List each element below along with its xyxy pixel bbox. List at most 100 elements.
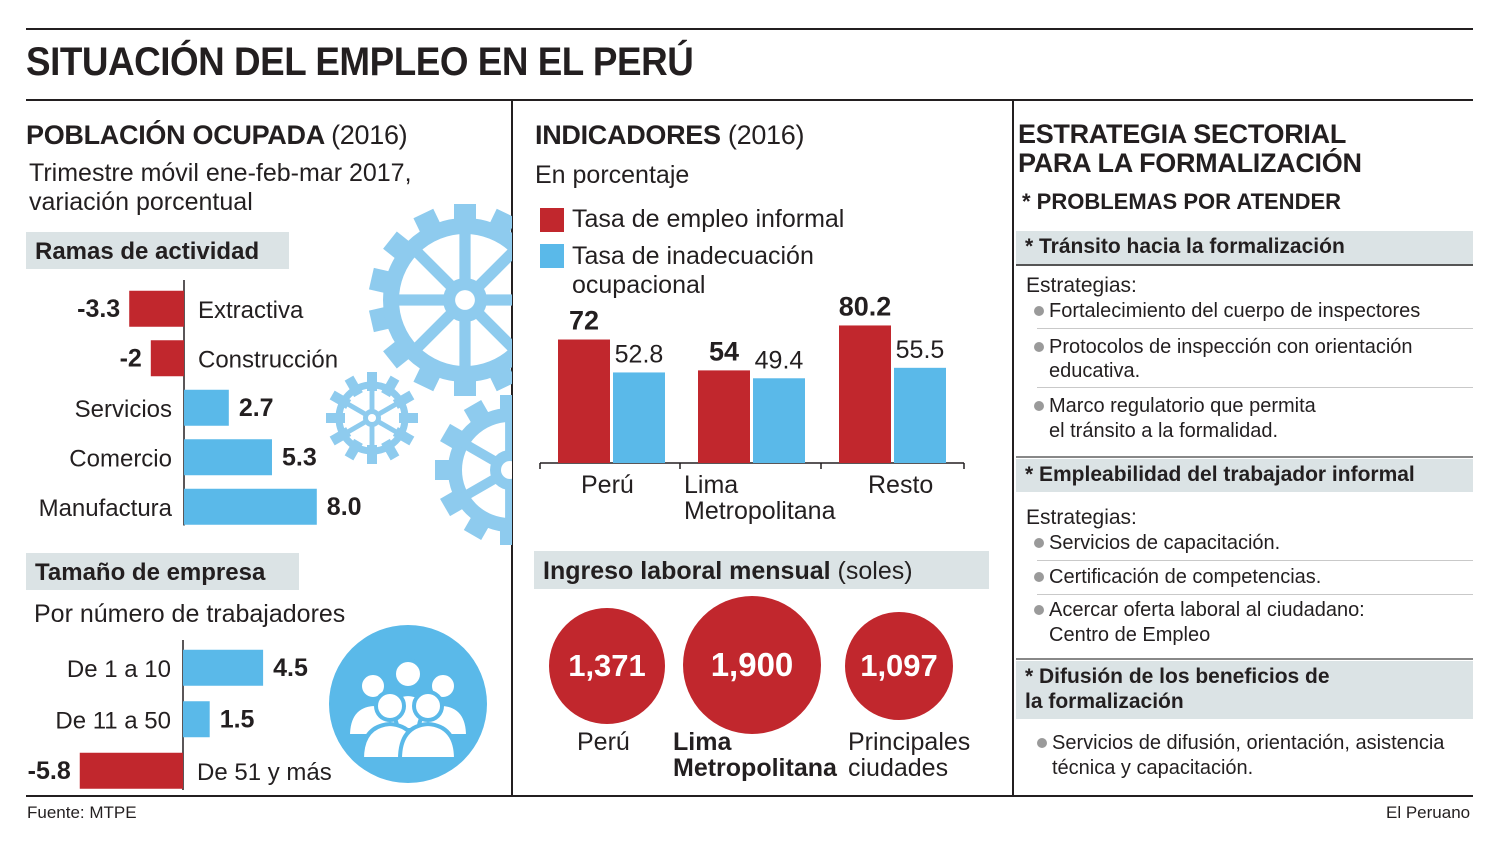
indicadores-chart: 72 54 80.2 52.8 49.4 55.5 [539, 291, 965, 469]
poblacion-subtitle-1: Trimestre móvil ene-feb-mar 2017, [29, 159, 412, 187]
value-label: 2.7 [239, 394, 274, 422]
bullet-icon [1034, 538, 1044, 548]
problemas-label: * PROBLEMAS POR ATENDER [1022, 189, 1342, 214]
ramas-band: Ramas de actividad [26, 232, 289, 269]
category-label: De 11 a 50 [55, 707, 171, 734]
gear-hub-hole [367, 413, 377, 423]
bullet-icon [1034, 306, 1044, 316]
income-circle-lima: 1,900 [683, 596, 821, 734]
value-label: 4.5 [273, 654, 308, 682]
income-label-peru: Perú [577, 728, 630, 756]
bar [150, 340, 184, 377]
problem-1-item-2-cont: educativa. [1049, 360, 1141, 382]
value-label: -5.8 [28, 757, 71, 785]
bullet-icon [1034, 605, 1044, 615]
bar [558, 339, 610, 463]
bullet-icon [1037, 738, 1047, 748]
problem-2-bottom-rule [1016, 658, 1473, 660]
indicadores-heading: INDICADORES (2016) [535, 120, 805, 150]
category-label: Servicios [75, 396, 172, 423]
value-label: 8.0 [327, 493, 362, 521]
problem-1-item-3: Marco regulatorio que permita [1034, 394, 1316, 419]
column-divider-2 [1012, 101, 1014, 795]
page-title: SITUACIÓN DEL EMPLEO EN EL PERÚ [26, 40, 694, 84]
legend-swatch-inadecuacion [540, 244, 564, 268]
bar [184, 488, 317, 525]
tamano-band: Tamaño de empresa [26, 553, 299, 590]
ramas-chart: Extractiva -3.3 Construcción -2 Servicios 2.7… [39, 280, 362, 526]
category-label-lima-1: Lima [684, 471, 739, 499]
gear-icon [326, 204, 512, 545]
category-label: Construcción [198, 346, 338, 373]
publisher-label: El Peruano [1386, 803, 1471, 822]
problem-3-item-1: Servicios de difusión, orientación, asis… [1037, 731, 1444, 756]
value-label: -3.3 [77, 295, 120, 323]
legend-label-informal: Tasa de empleo informal [572, 205, 845, 233]
gear-spoke [505, 415, 512, 470]
problem-3-title-line1: * Difusión de los beneficios de [1025, 665, 1330, 688]
divider [1037, 387, 1473, 388]
bottom-rule [26, 795, 1473, 797]
problem-3-item-1-cont: técnica y capacitación. [1052, 757, 1254, 779]
problem-1-item-2: Protocolos de inspección con orientación [1034, 335, 1413, 360]
tamano-subtitle: Por número de trabajadores [34, 600, 346, 628]
bar [894, 367, 946, 463]
income-label-lima-2: Metropolitana [673, 754, 837, 782]
category-label: Comercio [69, 445, 172, 472]
problem-2-item-3-cont: Centro de Empleo [1049, 624, 1211, 646]
income-label-lima-1: Lima [673, 728, 732, 756]
indicadores-subtitle: En porcentaje [535, 161, 690, 189]
value-label: -2 [120, 344, 142, 372]
data-label: 49.4 [755, 346, 804, 374]
gear-hub-hole [455, 290, 475, 310]
tamano-chart: De 1 a 10 4.5 De 11 a 50 1.5 De 51 y más -5.8 [28, 640, 332, 790]
category-label: De 1 a 10 [67, 656, 171, 683]
poblacion-heading: POBLACIÓN OCUPADA (2016) [26, 120, 408, 150]
gear-shape [435, 395, 512, 545]
income-label-ciudades-1: Principales [848, 728, 971, 756]
problem-1-item-3-cont: el tránsito a la formalidad. [1049, 420, 1279, 442]
problem-2-strategies-label: Estrategias: [1026, 506, 1137, 529]
gear-spoke [369, 418, 375, 451]
problem-2-item-3: Acercar oferta laboral al ciudadano: [1034, 598, 1365, 623]
problem-2-item-2: Certificación de competencias. [1034, 565, 1321, 590]
data-label: 54 [709, 336, 739, 366]
group-icon [329, 625, 487, 783]
gear-hub-hole [501, 461, 512, 479]
bullet-icon [1034, 401, 1044, 411]
legend-label-inadecuacion-2: ocupacional [572, 271, 706, 299]
category-label: De 51 y más [197, 759, 332, 786]
problem-2-title: * Empleabilidad del trabajador informal [1016, 459, 1473, 492]
problem-1-underline [1016, 264, 1473, 266]
data-label: 80.2 [839, 291, 892, 321]
bar [698, 370, 750, 463]
gear-spoke [369, 385, 375, 418]
problem-3-title: * Difusión de los beneficios de la forma… [1016, 661, 1473, 719]
data-label: 72 [569, 306, 599, 336]
divider [1037, 560, 1473, 561]
column-divider-1 [511, 101, 513, 795]
value-label: 1.5 [220, 705, 255, 733]
category-label-peru: Perú [581, 471, 634, 499]
category-label: Manufactura [39, 495, 173, 522]
bar [183, 701, 210, 738]
top-rule [26, 28, 1473, 30]
divider [1037, 328, 1473, 329]
data-label: 55.5 [896, 336, 945, 364]
legend-label-inadecuacion-1: Tasa de inadecuación [572, 242, 814, 270]
bullet-icon [1034, 572, 1044, 582]
bar [753, 378, 805, 463]
gear-shape [326, 372, 418, 464]
bar [184, 389, 229, 426]
data-label: 52.8 [615, 340, 664, 368]
poblacion-subtitle-2: variación porcentual [29, 188, 253, 216]
bar [613, 372, 665, 463]
category-label: Extractiva [198, 297, 304, 324]
problem-3-title-line2: la formalización [1025, 690, 1184, 713]
income-circle-peru: 1,371 [549, 608, 665, 724]
bar [839, 325, 891, 463]
value-label: 5.3 [282, 443, 317, 471]
bullet-icon [1034, 342, 1044, 352]
bar [79, 752, 183, 789]
bar [129, 290, 184, 327]
